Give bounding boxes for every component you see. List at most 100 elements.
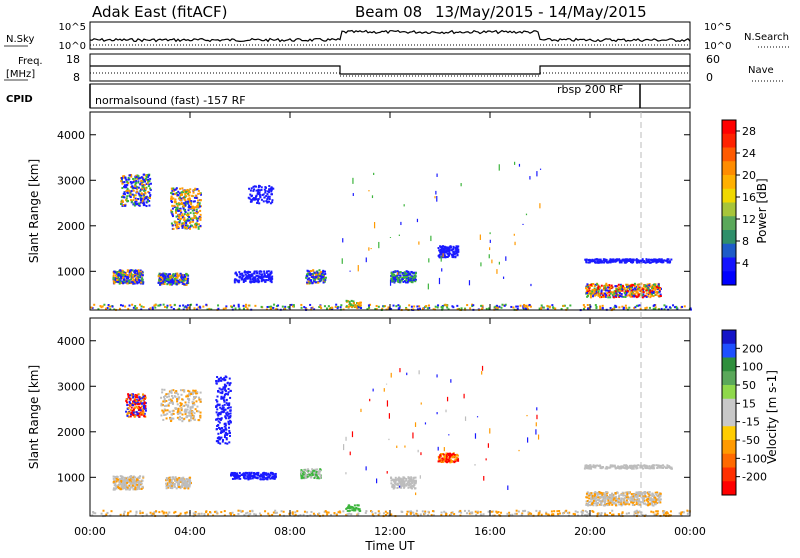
power-point bbox=[263, 193, 265, 195]
velocity-point bbox=[194, 412, 196, 414]
nave-label: Nave bbox=[748, 65, 774, 76]
velocity-point bbox=[128, 396, 130, 398]
power-point bbox=[631, 262, 633, 264]
power-point bbox=[640, 260, 642, 262]
velocity-point bbox=[405, 478, 407, 480]
power-point bbox=[133, 202, 135, 204]
power-point bbox=[595, 294, 597, 296]
power-point bbox=[126, 181, 128, 183]
power-point bbox=[162, 275, 164, 277]
power-point bbox=[137, 176, 139, 178]
velocity-point bbox=[317, 476, 319, 478]
power-point bbox=[415, 275, 417, 277]
velocity-point bbox=[226, 438, 228, 440]
velocity-point bbox=[263, 478, 265, 480]
power-point bbox=[197, 203, 199, 205]
velocity-point bbox=[584, 465, 586, 467]
power-point bbox=[174, 189, 176, 191]
velocity-point bbox=[221, 417, 223, 419]
power-point bbox=[167, 275, 169, 277]
velocity-point bbox=[410, 478, 412, 480]
power-point bbox=[660, 259, 662, 261]
power-point bbox=[176, 216, 178, 218]
power-point bbox=[195, 226, 197, 228]
velocity-point bbox=[623, 467, 625, 469]
power-point bbox=[456, 305, 458, 307]
velocity-point bbox=[217, 437, 219, 439]
velocity-point bbox=[228, 422, 230, 424]
power-point bbox=[599, 287, 601, 289]
power-point bbox=[191, 195, 193, 197]
power-point bbox=[595, 304, 597, 306]
velocity-point bbox=[167, 485, 169, 487]
velocity-point bbox=[166, 396, 168, 398]
velocity-point bbox=[130, 404, 132, 406]
power-point bbox=[393, 276, 395, 278]
velocity-point bbox=[142, 393, 144, 395]
velocity-point bbox=[170, 483, 172, 485]
velocity-point bbox=[309, 474, 311, 476]
power-streak bbox=[503, 277, 504, 279]
power-point bbox=[185, 278, 187, 280]
velocity-point bbox=[130, 398, 132, 400]
power-point bbox=[169, 281, 171, 283]
velocity-point bbox=[177, 393, 179, 395]
velocity-point bbox=[160, 397, 162, 399]
velocity-point bbox=[230, 406, 232, 408]
power-point bbox=[638, 289, 640, 291]
power-point bbox=[188, 205, 190, 207]
power-point bbox=[563, 305, 565, 307]
velocity-point bbox=[613, 497, 615, 499]
velocity-point bbox=[216, 428, 218, 430]
velocity-point bbox=[194, 390, 196, 392]
freq-panel bbox=[90, 54, 690, 81]
velocity-point bbox=[195, 396, 197, 398]
velocity-point bbox=[188, 399, 190, 401]
velocity-point bbox=[121, 485, 123, 487]
power-point bbox=[241, 273, 243, 275]
velocity-point bbox=[174, 395, 176, 397]
power-point bbox=[632, 288, 634, 290]
power-point bbox=[457, 251, 459, 253]
power-point bbox=[179, 188, 181, 190]
power-point bbox=[403, 281, 405, 283]
velocity-point bbox=[652, 494, 654, 496]
power-point bbox=[120, 203, 122, 205]
power-point bbox=[270, 188, 272, 190]
power-point bbox=[140, 282, 142, 284]
power-point bbox=[116, 279, 118, 281]
power-point bbox=[177, 194, 179, 196]
power-point bbox=[128, 305, 130, 307]
velocity-point bbox=[604, 502, 606, 504]
power-point bbox=[309, 304, 311, 306]
power-point bbox=[644, 307, 646, 309]
power-point bbox=[127, 200, 129, 202]
power-point bbox=[123, 279, 125, 281]
power-point bbox=[144, 193, 146, 195]
velocity-point bbox=[657, 499, 659, 501]
power-point bbox=[195, 195, 197, 197]
velocity-point bbox=[113, 478, 115, 480]
power-point bbox=[619, 290, 621, 292]
velocity-point bbox=[242, 473, 244, 475]
velocity-point bbox=[301, 475, 303, 477]
velocity-point bbox=[181, 394, 183, 396]
velocity-point bbox=[189, 406, 191, 408]
velocity-point bbox=[229, 435, 231, 437]
power-streak bbox=[540, 169, 541, 170]
velocity-point bbox=[133, 411, 135, 413]
power-point bbox=[603, 294, 605, 296]
power-point bbox=[133, 307, 135, 309]
power-point bbox=[119, 269, 121, 271]
power-point bbox=[395, 305, 397, 307]
velocity-point bbox=[116, 480, 118, 482]
power-point bbox=[639, 304, 641, 306]
power-point bbox=[406, 276, 408, 278]
power-point bbox=[170, 283, 172, 285]
power-point bbox=[617, 290, 619, 292]
power-streak bbox=[505, 256, 506, 261]
power-point bbox=[449, 253, 451, 255]
velocity-point bbox=[171, 400, 173, 402]
power-point bbox=[177, 191, 179, 193]
power-point bbox=[397, 304, 399, 306]
